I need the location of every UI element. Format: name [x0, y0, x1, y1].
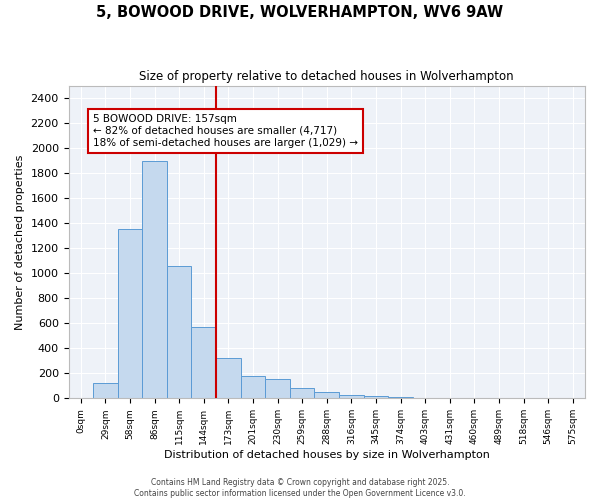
- Bar: [191, 327, 216, 398]
- Bar: [167, 266, 191, 398]
- Bar: [339, 394, 364, 398]
- Bar: [364, 396, 388, 398]
- Bar: [314, 392, 339, 398]
- Bar: [118, 230, 142, 398]
- Bar: [265, 379, 290, 398]
- Text: 5 BOWOOD DRIVE: 157sqm
← 82% of detached houses are smaller (4,717)
18% of semi-: 5 BOWOOD DRIVE: 157sqm ← 82% of detached…: [93, 114, 358, 148]
- Bar: [241, 376, 265, 398]
- X-axis label: Distribution of detached houses by size in Wolverhampton: Distribution of detached houses by size …: [164, 450, 490, 460]
- Text: 5, BOWOOD DRIVE, WOLVERHAMPTON, WV6 9AW: 5, BOWOOD DRIVE, WOLVERHAMPTON, WV6 9AW: [97, 5, 503, 20]
- Bar: [142, 160, 167, 398]
- Text: Contains HM Land Registry data © Crown copyright and database right 2025.
Contai: Contains HM Land Registry data © Crown c…: [134, 478, 466, 498]
- Bar: [216, 358, 241, 399]
- Bar: [290, 388, 314, 398]
- Bar: [388, 397, 413, 398]
- Bar: [93, 384, 118, 398]
- Y-axis label: Number of detached properties: Number of detached properties: [15, 154, 25, 330]
- Title: Size of property relative to detached houses in Wolverhampton: Size of property relative to detached ho…: [139, 70, 514, 83]
